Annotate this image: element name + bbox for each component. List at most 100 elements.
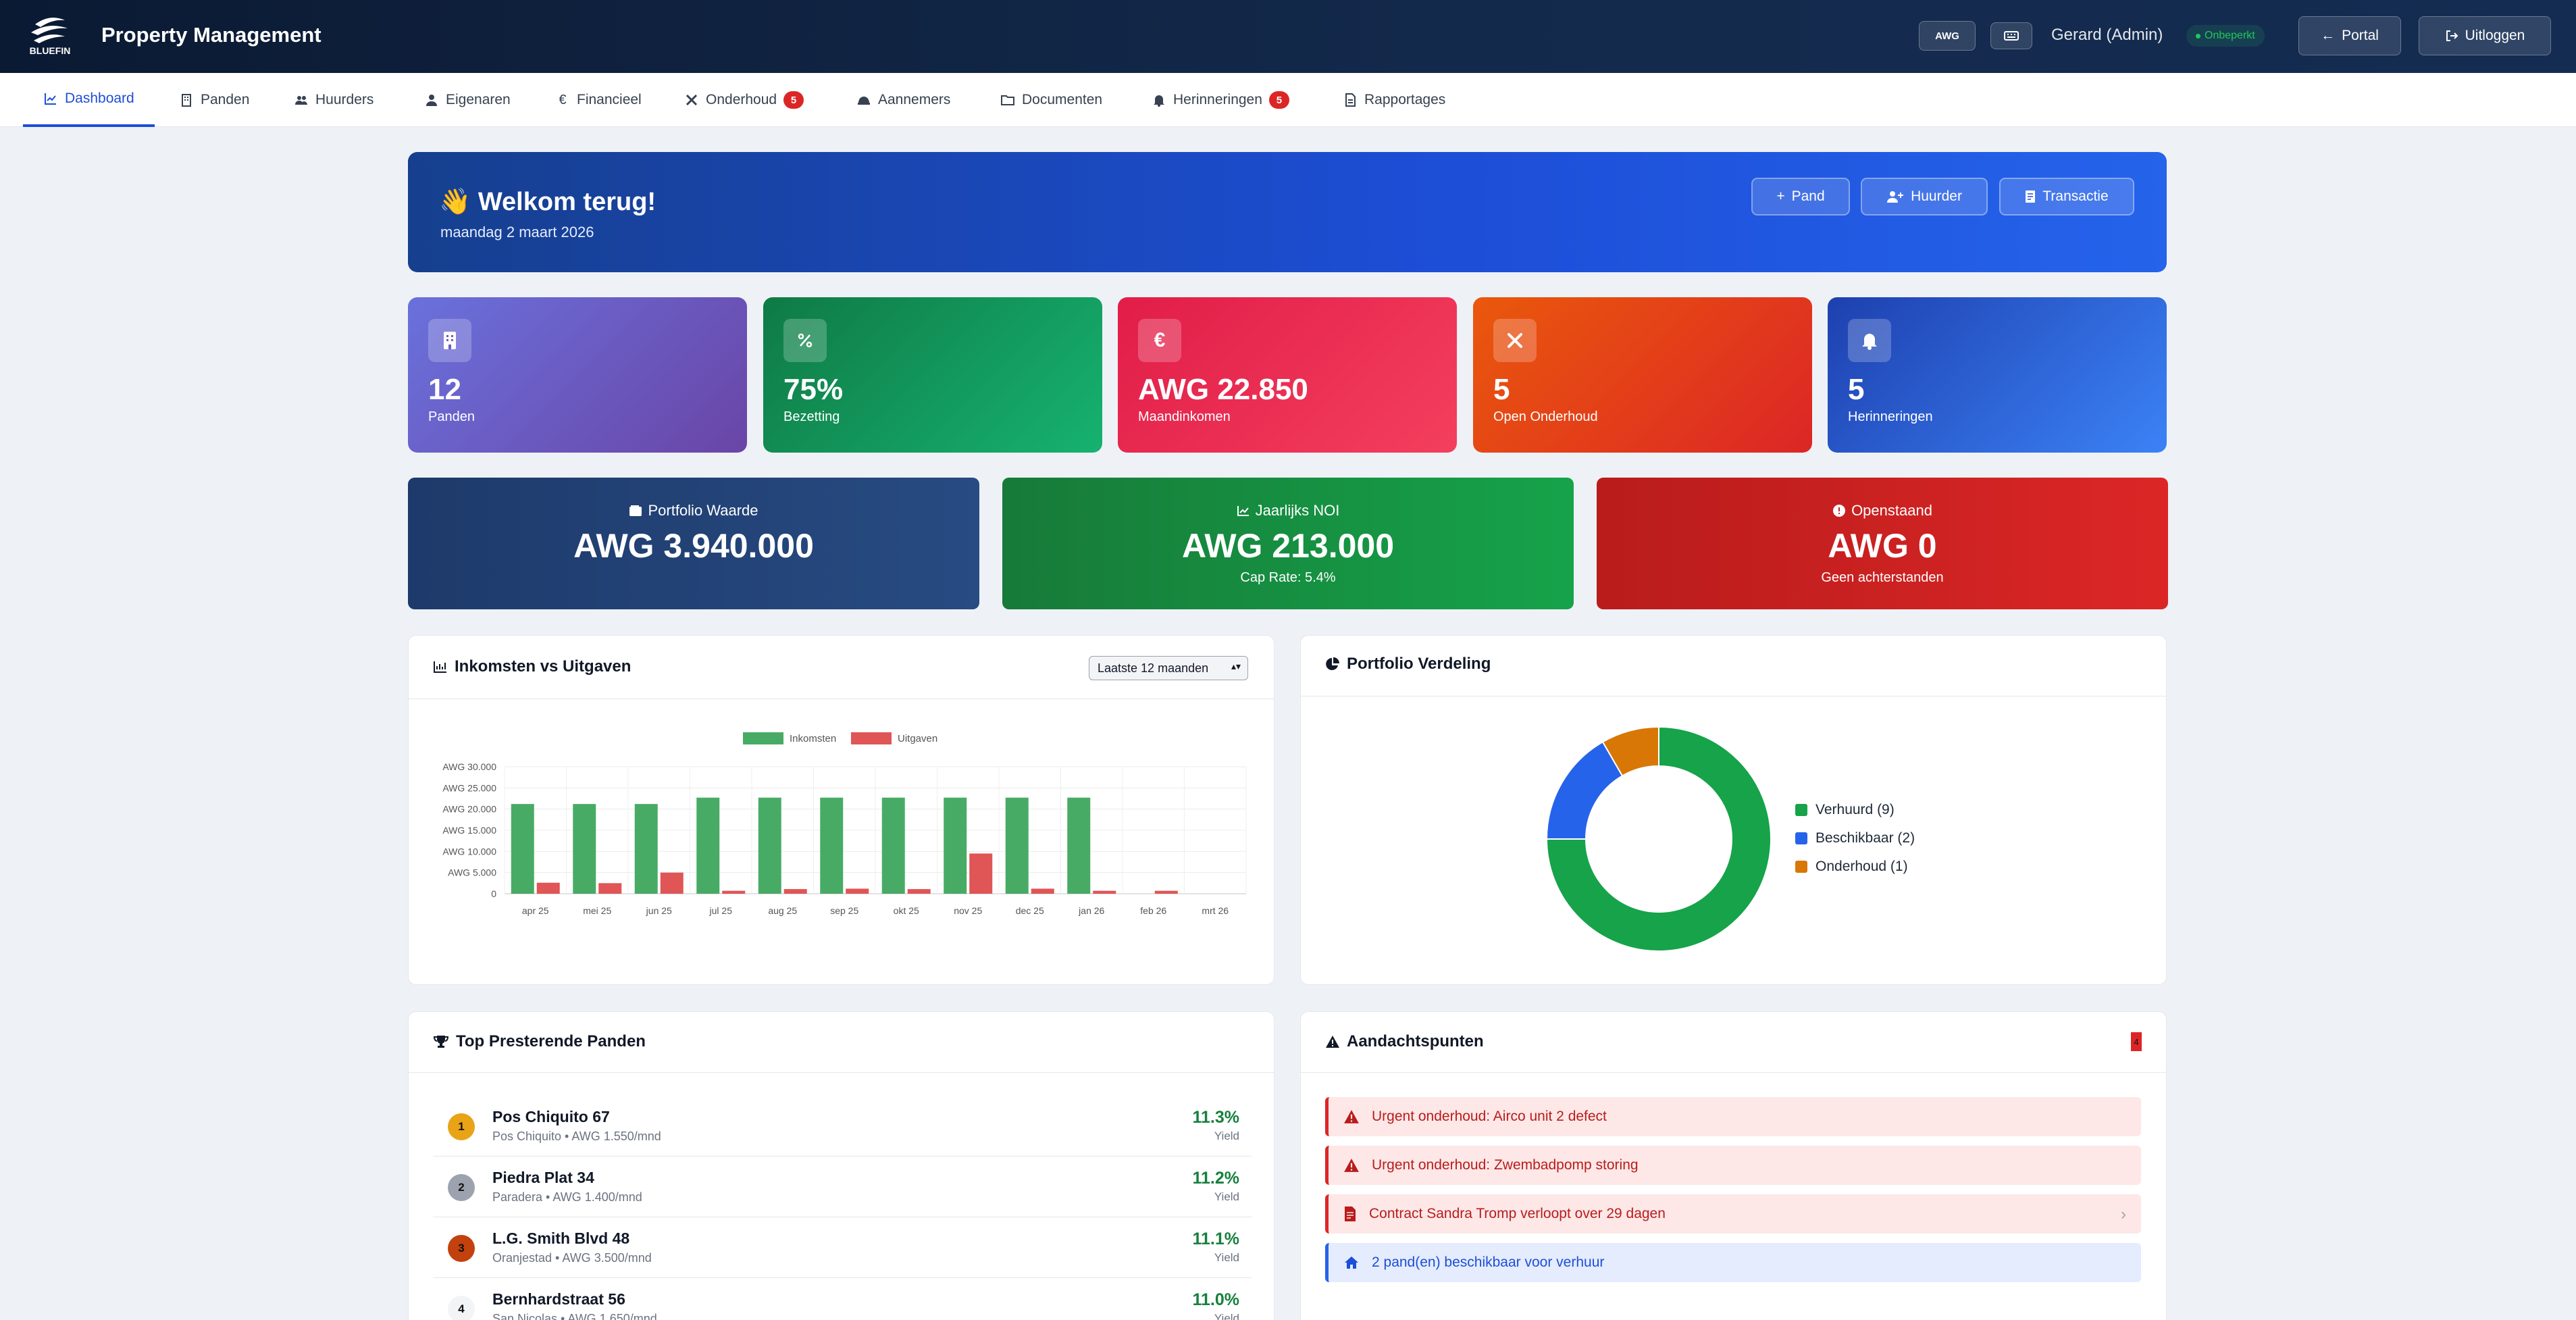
stat-label: Panden <box>428 409 475 424</box>
x-tick-label: feb 26 <box>1140 905 1166 916</box>
stat-card-bezetting[interactable]: 75% Bezetting <box>763 297 1102 453</box>
legend-swatch <box>743 732 783 744</box>
bar-inkomsten <box>1005 797 1029 894</box>
summary-value: AWG 3.940.000 <box>573 527 814 565</box>
bar-uitgaven <box>907 889 931 894</box>
bar-uitgaven <box>598 883 622 894</box>
y-tick-label: AWG 30.000 <box>442 761 496 772</box>
summary-title: Portfolio Waarde <box>648 502 758 519</box>
legend-label: Uitgaven <box>898 733 937 744</box>
bar-inkomsten <box>511 804 534 894</box>
stat-label: Bezetting <box>783 409 840 424</box>
nav-label: Aannemers <box>878 92 951 107</box>
nav-dashboard[interactable]: Dashboard <box>23 73 155 127</box>
welcome-banner: 👋 Welkom terug! maandag 2 maart 2026 + Pa… <box>408 152 2167 272</box>
portfolio-donut-chart <box>1545 726 1772 952</box>
alert-item[interactable]: Urgent onderhoud: Zwembadpomp storing <box>1325 1146 2141 1185</box>
nav-label: Eigenaren <box>446 92 511 107</box>
portal-button[interactable]: ← Portal <box>2298 16 2401 55</box>
top-bar: BLUEFIN Property Management AWG Gerard (… <box>0 0 2576 73</box>
top-property-row[interactable]: 3 L.G. Smith Blvd 48 Oranjestad • AWG 3.… <box>433 1217 1252 1278</box>
nav-onderhoud[interactable]: Onderhoud 5 <box>684 73 804 127</box>
nav-documenten[interactable]: Documenten <box>1000 73 1102 127</box>
nav-label: Herinneringen <box>1173 92 1262 107</box>
alert-item[interactable]: Urgent onderhoud: Airco unit 2 defect <box>1325 1097 2141 1136</box>
nav-huurders[interactable]: Huurders <box>294 73 373 127</box>
bar-uitgaven <box>722 890 746 894</box>
period-select-value: Laatste 12 maanden <box>1098 661 1209 675</box>
euro-icon: € <box>1138 319 1181 362</box>
alert-item[interactable]: 2 pand(en) beschikbaar voor verhuur <box>1325 1243 2141 1282</box>
alert-item[interactable]: Contract Sandra Tromp verloopt over 29 d… <box>1325 1194 2141 1234</box>
pie-chart-icon <box>1326 657 1339 670</box>
nav-herinneringen[interactable]: Herinneringen 5 <box>1152 73 1289 127</box>
stat-card-panden[interactable]: 12 Panden <box>408 297 747 453</box>
bar-inkomsten <box>820 797 844 894</box>
property-name: Bernhardstraat 56 <box>492 1290 625 1308</box>
income-expenses-chart: Inkomsten Uitgaven 0 AWG 5.000 AWG 10.000 AWG… <box>442 732 1247 916</box>
alert-text: Contract Sandra Tromp verloopt over 29 d… <box>1369 1206 1666 1221</box>
add-property-button[interactable]: + Pand <box>1751 178 1850 215</box>
nav-badge: 5 <box>1268 91 1289 109</box>
legend-label: Inkomsten <box>790 733 836 744</box>
top-property-row[interactable]: 2 Piedra Plat 34 Paradera • AWG 1.400/mn… <box>433 1157 1252 1217</box>
top-property-row[interactable]: 1 Pos Chiquito 67 Pos Chiquito • AWG 1.5… <box>433 1096 1252 1157</box>
nav-eigenaren[interactable]: Eigenaren <box>424 73 511 127</box>
stat-card-herinneringen[interactable]: 5 Herinneringen <box>1828 297 2167 453</box>
chart-line-icon <box>1237 506 1249 516</box>
stat-card-maandinkomen[interactable]: € AWG 22.850 Maandinkomen <box>1118 297 1457 453</box>
main-nav: Dashboard Panden Huurders Eigenaren € Fi… <box>0 73 2576 127</box>
period-select[interactable]: Laatste 12 maanden ▴▾ <box>1089 656 1248 680</box>
bell-icon <box>1154 95 1164 107</box>
legend-label: Onderhoud (1) <box>1815 859 1908 874</box>
x-tick-label: mei 25 <box>583 905 611 916</box>
add-transaction-button[interactable]: Transactie <box>1999 178 2134 215</box>
x-tick-label: sep 25 <box>830 905 858 916</box>
bar-inkomsten <box>573 804 596 894</box>
current-date: maandag 2 maart 2026 <box>440 224 594 240</box>
donut-slice <box>1601 726 1659 777</box>
nav-rapportages[interactable]: Rapportages <box>1343 73 1445 127</box>
trophy-icon <box>433 1036 449 1048</box>
property-name: L.G. Smith Blvd 48 <box>492 1229 630 1247</box>
summary-sub: Geen achterstanden <box>1821 570 1944 585</box>
file-icon <box>1345 93 1356 107</box>
svg-text:BLUEFIN: BLUEFIN <box>30 45 71 56</box>
logout-button[interactable]: Uitloggen <box>2419 16 2551 55</box>
nav-financieel[interactable]: € Financieel <box>555 73 642 127</box>
company-logo[interactable]: BLUEFIN <box>20 12 80 59</box>
y-tick-label: AWG 25.000 <box>442 782 496 793</box>
top-property-row[interactable]: 4 Bernhardstraat 56 San Nicolas • AWG 1.… <box>433 1278 1252 1320</box>
add-tenant-button[interactable]: Huurder <box>1861 178 1988 215</box>
welcome-title: 👋 Welkom terug! <box>439 188 656 216</box>
alert-text: Urgent onderhoud: Airco unit 2 defect <box>1372 1109 1607 1124</box>
x-tick-label: nov 25 <box>954 905 982 916</box>
panel-header: Portfolio Verdeling <box>1301 636 2166 696</box>
building-icon <box>428 319 471 362</box>
alert-text: 2 pand(en) beschikbaar voor verhuur <box>1372 1254 1605 1270</box>
x-tick-label: jul 25 <box>709 905 733 916</box>
nav-panden[interactable]: Panden <box>179 73 249 127</box>
property-details: Oranjestad • AWG 3.500/mnd <box>492 1251 652 1265</box>
summary-outstanding: Openstaand AWG 0 Geen achterstanden <box>1597 478 2168 609</box>
panel-title: Aandachtspunten <box>1325 1032 1484 1051</box>
legend-swatch <box>1795 832 1807 844</box>
keyboard-shortcuts-button[interactable] <box>1990 22 2032 49</box>
nav-aannemers[interactable]: Aannemers <box>856 73 950 127</box>
x-tick-label: mrt 26 <box>1202 905 1229 916</box>
user-tie-icon <box>426 95 437 106</box>
bar-inkomsten <box>696 797 720 894</box>
yield-label: Yield <box>1214 1190 1239 1203</box>
file-contract-icon <box>1345 1207 1356 1221</box>
summary-portfolio-value: Portfolio Waarde AWG 3.940.000 <box>408 478 979 609</box>
nav-label: Onderhoud <box>706 92 777 107</box>
y-tick-label: AWG 10.000 <box>442 846 496 857</box>
currency-button[interactable]: AWG <box>1919 21 1976 51</box>
nav-label: Financieel <box>577 92 642 107</box>
hardhat-icon <box>858 97 870 105</box>
user-name: Gerard (Admin) <box>2051 26 2163 44</box>
warning-icon <box>1344 1159 1359 1172</box>
stat-card-onderhoud[interactable]: 5 Open Onderhoud <box>1473 297 1812 453</box>
stat-label: Herinneringen <box>1848 409 1933 424</box>
button-label: Transactie <box>2042 188 2109 204</box>
